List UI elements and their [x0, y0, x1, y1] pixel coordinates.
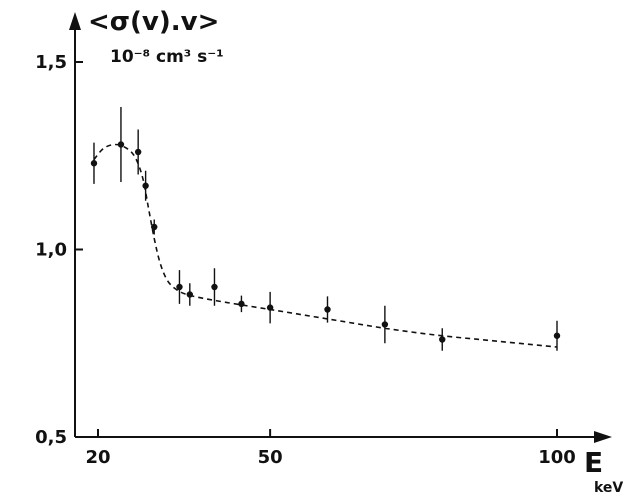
data-point-4 [151, 223, 158, 231]
data-point-0 [90, 160, 98, 167]
fit-curve [93, 143, 558, 348]
data-point-3 [142, 182, 149, 189]
data-points-layer [90, 107, 561, 351]
y-axis-title: <σ(v).v> [88, 7, 219, 37]
data-point-7 [211, 283, 218, 291]
data-point-9 [266, 304, 274, 311]
x-tick-label-100: 100 [538, 447, 576, 468]
data-point-2 [134, 148, 142, 156]
data-point-12 [439, 336, 446, 343]
x-tick-label-50: 50 [258, 447, 283, 468]
x-axis-arrow [594, 431, 612, 443]
data-point-5 [176, 283, 183, 291]
y-axis-arrow [69, 12, 81, 30]
data-point-1 [117, 141, 125, 148]
data-point-6 [186, 291, 193, 298]
data-point-13 [553, 332, 561, 339]
y-tick-label-1,5: 1,5 [35, 52, 67, 73]
y-axis-unit: 10⁻⁸ cm³ s⁻¹ [110, 47, 224, 67]
y-tick-label-0,5: 0,5 [35, 427, 67, 448]
ticks-layer: 20 50 100 0,5 1,0 1,5 [35, 52, 576, 468]
fit-curve-layer [93, 143, 558, 348]
data-point-8 [238, 300, 245, 308]
x-tick-label-20: 20 [85, 447, 110, 468]
y-tick-label-1,0: 1,0 [35, 240, 67, 261]
x-axis-unit: keV [594, 480, 623, 496]
x-axis-title: E [584, 446, 603, 479]
data-point-11 [381, 321, 389, 328]
data-point-10 [324, 306, 331, 313]
